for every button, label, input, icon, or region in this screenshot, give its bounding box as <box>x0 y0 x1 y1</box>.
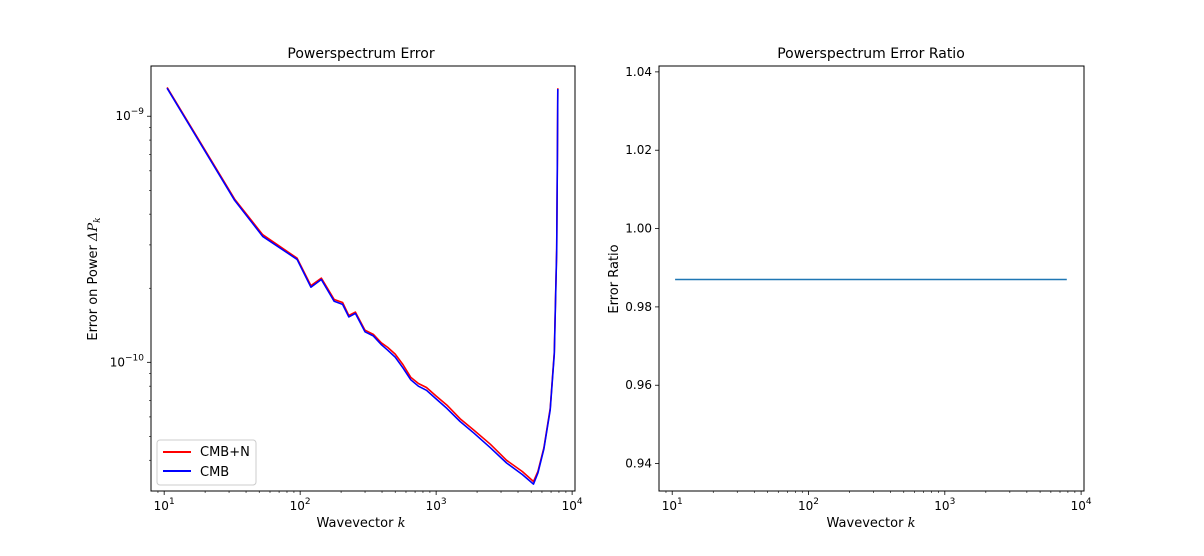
y-tick-label: 0.96 <box>625 378 652 392</box>
x-axis-ticks: 101 102 103 104 <box>662 491 1092 513</box>
x-axis-label-symbol: k <box>398 516 406 531</box>
x-tick-label-base: 10 <box>562 499 577 513</box>
x-tick-label-exponent: 2 <box>305 497 311 507</box>
series-lines <box>166 86 559 485</box>
chart-error-ratio: Powerspectrum Error Ratio 101 102 103 104 0… <box>607 46 1092 531</box>
y-tick-label-exponent: −9 <box>131 107 145 117</box>
x-tick-label-base: 10 <box>154 499 169 513</box>
y-tick-label: 1.00 <box>625 222 652 236</box>
y-axis-label: Error Ratio <box>607 244 622 313</box>
x-axis-label-symbol: k <box>908 516 916 531</box>
chart-error: Powerspectrum Error 101 102 103 104 10−1010… <box>86 46 583 531</box>
series-line-cmb <box>166 87 559 485</box>
plot-area <box>658 65 1085 492</box>
x-tick-label: 102 <box>798 497 819 513</box>
plot-background <box>151 66 575 491</box>
y-tick-label: 10−10 <box>110 353 145 369</box>
y-tick-label-base: 10 <box>115 109 130 123</box>
x-tick-label-exponent: 1 <box>169 497 175 507</box>
x-tick-label-base: 10 <box>934 499 949 513</box>
x-axis-label-text: Wavevector <box>317 516 395 531</box>
legend-label-cmb: CMB <box>200 465 229 480</box>
y-tick-label: 1.02 <box>625 143 652 157</box>
x-axis-label: Wavevector k <box>317 516 406 531</box>
x-tick-label: 103 <box>934 497 955 513</box>
x-axis-ticks: 101 102 103 104 <box>154 491 583 513</box>
y-tick-label-base: 10 <box>110 355 125 369</box>
y-axis-label: Error on Power ΔPk <box>86 217 103 340</box>
x-tick-label: 101 <box>662 497 683 513</box>
x-tick-label-exponent: 4 <box>1086 497 1092 507</box>
plot-area <box>150 65 576 492</box>
y-tick-label-exponent: −10 <box>125 353 144 363</box>
x-tick-label-exponent: 3 <box>950 497 956 507</box>
plot-frame <box>658 65 1085 492</box>
y-tick-label: 0.98 <box>625 300 652 314</box>
x-tick-label-exponent: 2 <box>813 497 819 507</box>
x-tick-label-exponent: 1 <box>677 497 683 507</box>
x-tick-label-base: 10 <box>662 499 677 513</box>
x-tick-label-base: 10 <box>1071 499 1086 513</box>
y-tick-label: 10−9 <box>115 107 144 123</box>
x-axis-label: Wavevector k <box>827 516 916 531</box>
x-tick-label: 101 <box>154 497 175 513</box>
y-tick-label: 0.94 <box>625 457 652 471</box>
y-axis-label-text: Error on Power <box>86 244 101 340</box>
x-tick-label-base: 10 <box>798 499 813 513</box>
x-tick-label: 104 <box>1071 497 1092 513</box>
chart-title: Powerspectrum Error <box>287 46 434 62</box>
legend-label-cmb-n: CMB+N <box>200 445 250 460</box>
plot-background <box>659 66 1084 491</box>
x-tick-label-base: 10 <box>290 499 305 513</box>
x-tick-label-exponent: 4 <box>577 497 583 507</box>
x-axis-label-text: Wavevector <box>827 516 905 531</box>
chart-title: Powerspectrum Error Ratio <box>777 46 965 62</box>
legend: CMB+N CMB <box>156 439 257 486</box>
x-tick-label: 102 <box>290 497 311 513</box>
x-tick-label: 103 <box>426 497 447 513</box>
y-axis-ticks: 0.94 0.96 0.98 1.00 1.02 1.04 <box>625 65 659 471</box>
x-tick-label: 104 <box>562 497 583 513</box>
y-axis-label-subscript: k <box>93 217 103 222</box>
plot-frame <box>150 65 576 492</box>
y-axis-label-symbol: ΔP <box>86 223 101 242</box>
x-tick-label-base: 10 <box>426 499 441 513</box>
y-tick-label: 1.04 <box>625 65 652 79</box>
x-tick-label-exponent: 3 <box>441 497 447 507</box>
